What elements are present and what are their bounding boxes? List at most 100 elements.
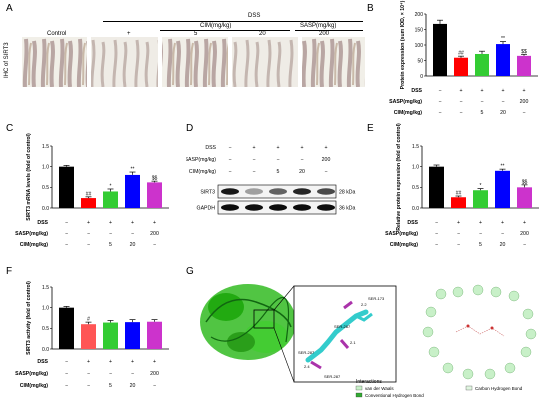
y-tick-label: 150 xyxy=(415,27,424,33)
blot-mark: 5 xyxy=(277,169,280,175)
ihc-col-sasp200: 200 xyxy=(319,31,330,37)
blot-protein-label: SIRT3 xyxy=(200,190,215,196)
treatment-mark: − xyxy=(87,371,90,377)
y-tick-label: 0.0 xyxy=(412,206,419,212)
legend-title: Interactions xyxy=(356,379,382,385)
treatment-row-label: DSS xyxy=(407,220,418,226)
legend-swatch-vdw xyxy=(355,385,363,391)
blot-mark: − xyxy=(252,157,255,163)
blot-band xyxy=(317,188,335,195)
ihc-col-control: Control xyxy=(47,31,67,37)
treatment-mark: − xyxy=(65,242,68,248)
significance-label: ** xyxy=(131,167,135,173)
treatment-row-label: DSS xyxy=(37,220,48,226)
y-tick-label: 0.0 xyxy=(42,206,49,212)
ihc-sasp-label: SASP(mg/kg) xyxy=(300,23,337,29)
blot-mark: − xyxy=(252,169,255,175)
treatment-row-label: SASP(mg/kg) xyxy=(389,99,422,105)
y-tick-label: 100 xyxy=(415,43,424,49)
treatment-mark: 20 xyxy=(130,383,136,389)
blot-mark: 200 xyxy=(322,157,331,163)
treatment-row-label: CIM(mg/kg) xyxy=(20,242,49,248)
ihc-col-cim5: 5 xyxy=(194,31,198,37)
ihc-ylabel: IHC of SIRT3 xyxy=(4,42,10,78)
treatment-mark: + xyxy=(457,220,460,226)
ihc-col-cim20: 20 xyxy=(259,31,266,37)
treatment-mark: + xyxy=(501,220,504,226)
treatment-mark: − xyxy=(459,110,462,116)
distance-label-2: 2.1 xyxy=(350,340,356,345)
docking-panel: SER-173 SER-287 SER-287 SER-287 2.2 2.1 … xyxy=(200,284,537,398)
blot-band xyxy=(245,188,263,195)
bar xyxy=(147,182,162,208)
protein-structure xyxy=(200,284,296,360)
blot-mark: + xyxy=(324,145,327,151)
ihc-image-sasp200 xyxy=(302,37,365,87)
treatment-mark: − xyxy=(65,359,68,365)
treatment-mark: − xyxy=(479,231,482,237)
significance-label: * xyxy=(480,183,482,189)
treatment-mark: + xyxy=(522,88,525,94)
panel-label-a: A xyxy=(6,3,13,14)
treatment-mark: − xyxy=(438,88,441,94)
bar xyxy=(103,191,118,208)
blot-mark: − xyxy=(228,169,231,175)
bar xyxy=(496,44,510,76)
treatment-mark: − xyxy=(457,242,460,248)
treatment-mark: − xyxy=(435,220,438,226)
distance-label-3: 2.4 xyxy=(304,364,310,369)
legend-label-hbond: Conventional Hydrogen Bond xyxy=(365,393,424,398)
blot-band xyxy=(221,204,239,211)
bar xyxy=(103,322,118,349)
significance-label: $$ xyxy=(522,179,528,185)
blot-mark: − xyxy=(228,157,231,163)
panel-label-b: B xyxy=(367,3,374,14)
treatment-mark: 5 xyxy=(109,383,112,389)
significance-label: ## xyxy=(458,51,464,57)
ihc-image-cim20 xyxy=(232,37,298,87)
treatment-mark: − xyxy=(435,242,438,248)
treatment-mark: − xyxy=(457,231,460,237)
zoom-line-top xyxy=(273,285,295,311)
bar xyxy=(454,57,468,76)
bar xyxy=(59,166,74,208)
ihc-col-dss: + xyxy=(127,31,131,37)
blot-protein-label: GAPDH xyxy=(197,206,216,212)
bar xyxy=(429,166,444,208)
treatment-mark: − xyxy=(480,99,483,105)
treatment-mark: − xyxy=(501,231,504,237)
treatment-mark: − xyxy=(153,242,156,248)
y-tick-label: 1.0 xyxy=(42,305,49,311)
treatment-mark: + xyxy=(153,220,156,226)
treatment-row-label: CIM(mg/kg) xyxy=(394,110,423,116)
y-tick-label: 0.5 xyxy=(42,185,49,191)
residue-label-1: SER-173 xyxy=(368,296,385,301)
y-tick-label: 1.0 xyxy=(42,164,49,170)
significance-label: ** xyxy=(501,36,505,42)
ihc-image-dss xyxy=(91,37,158,87)
treatment-mark: − xyxy=(65,231,68,237)
blot-row-label: CIM(mg/kg) xyxy=(189,169,216,175)
binding-site-box xyxy=(293,285,397,383)
bar xyxy=(473,190,488,208)
treatment-mark: + xyxy=(480,88,483,94)
treatment-mark: − xyxy=(87,242,90,248)
blot-mark: − xyxy=(276,157,279,163)
ihc-cim-label: CIM(mg/kg) xyxy=(200,23,232,29)
y-axis-label: Protein expression (sum IOD, × 10⁴) xyxy=(400,0,406,89)
blot-band xyxy=(293,188,311,195)
panel-label-e: E xyxy=(367,123,374,134)
treatment-mark: − xyxy=(87,383,90,389)
blot-mark: + xyxy=(300,145,303,151)
bar xyxy=(433,23,447,77)
legend-label-vdw: van der Waals xyxy=(365,386,394,391)
treatment-mark: 20 xyxy=(130,242,136,248)
treatment-mark: 5 xyxy=(479,242,482,248)
treatment-mark: 5 xyxy=(481,110,484,116)
treatment-mark: − xyxy=(65,220,68,226)
ihc-dss-line xyxy=(103,21,363,22)
interaction-2d-map xyxy=(422,284,537,380)
legend-swatch-chbond xyxy=(465,385,473,391)
treatment-mark: 200 xyxy=(150,371,159,377)
bar xyxy=(495,170,510,208)
